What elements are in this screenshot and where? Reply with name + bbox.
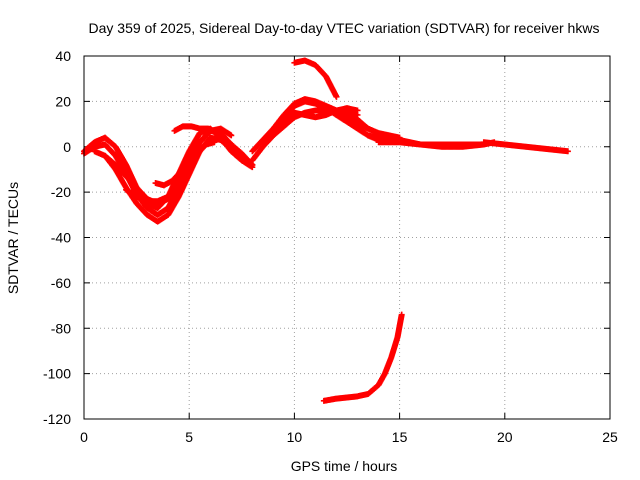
series-arc-7 [171,123,212,134]
x-tick-label: 5 [185,429,193,445]
series-arc-14 [375,139,487,150]
data-point [354,107,361,114]
y-tick-label: -80 [51,320,71,336]
y-tick-label: 0 [63,139,71,155]
x-tick-label: 0 [80,429,88,445]
data-point [228,132,235,139]
series-arc-16 [291,57,340,100]
data-point [398,311,405,318]
data-point [248,161,255,168]
data-point [205,125,212,132]
y-tick-label: -120 [43,411,71,427]
y-tick-label: -40 [51,230,71,246]
plot-frame [83,55,611,420]
x-axis-label: GPS time / hours [291,458,398,474]
y-tick-label: -60 [51,275,71,291]
data-points [81,57,571,404]
x-tick-label: 15 [392,429,408,445]
y-tick-label: -100 [43,366,71,382]
series-arc-6 [152,139,218,189]
series-arc-10 [259,105,361,146]
x-tick-label: 10 [287,429,303,445]
x-tick-label: 20 [497,429,513,445]
series-arc-15 [480,139,571,155]
axis-ticks: 0 5 10 15 20 25 -120 -100 -80 -60 -40 -20 0 20 40 [43,48,618,445]
data-point [564,148,571,155]
y-axis-label: SDTVAR / TECUs [5,182,21,294]
chart-title: Day 359 of 2025, Sidereal Day-to-day VTE… [89,20,600,36]
y-tick-label: 20 [55,93,71,109]
data-point [333,93,340,100]
x-tick-label: 25 [602,429,618,445]
data-point [211,139,218,146]
series-arc-17 [320,311,405,404]
y-tick-label: -20 [51,184,71,200]
y-tick-label: 40 [55,48,71,64]
